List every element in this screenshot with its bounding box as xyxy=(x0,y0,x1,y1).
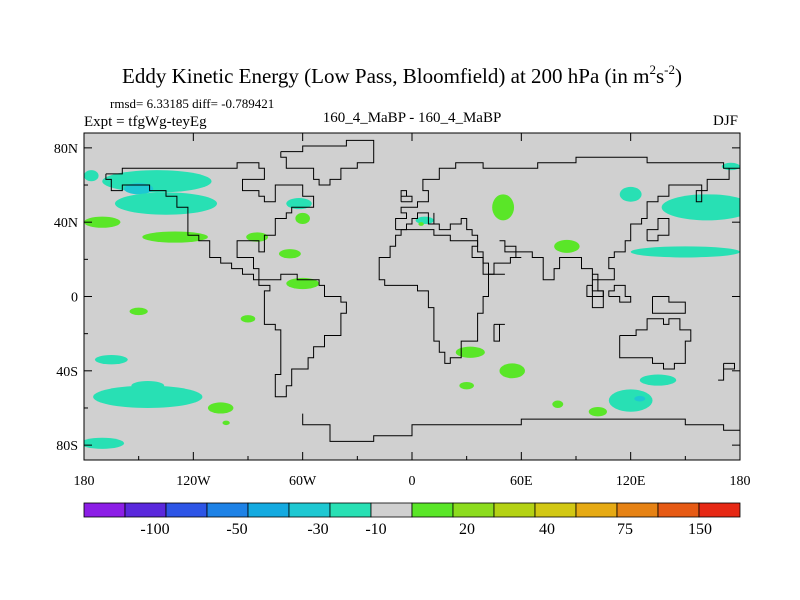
contour-blob xyxy=(455,346,485,358)
colorbar-label: -30 xyxy=(307,521,328,538)
colorbar-swatch xyxy=(165,502,208,518)
colorbar-swatch xyxy=(288,502,331,518)
y-tick-label: 40S xyxy=(56,365,78,380)
stats-line: rmsd= 6.33185 diff= -0.789421 xyxy=(110,96,274,111)
coastline-americas xyxy=(105,162,347,398)
colorbar-label: -10 xyxy=(365,521,386,538)
colorbar-swatch xyxy=(493,502,536,518)
contour-blob xyxy=(630,246,740,258)
contour-blob xyxy=(608,389,653,412)
colorbar-swatch xyxy=(534,502,577,518)
coastline-africa xyxy=(378,229,505,364)
coastline-antarctica xyxy=(302,413,740,442)
contour-blob xyxy=(661,194,740,221)
coastline-madagascar xyxy=(493,323,505,342)
coastline-nz xyxy=(718,362,735,381)
coastline-borneo xyxy=(608,284,632,303)
y-tick-label: 40N xyxy=(54,216,78,231)
coastline-japan xyxy=(646,218,670,242)
contour-blob xyxy=(492,194,515,221)
contour-blob xyxy=(639,374,677,386)
contour-blob xyxy=(246,232,269,242)
y-tick-label: 0 xyxy=(71,291,78,306)
contour-blob xyxy=(459,381,474,390)
contour-blob xyxy=(415,216,434,225)
colorbar-swatch xyxy=(83,502,126,518)
y-axis: 80N 40N 0 40S 80S xyxy=(54,142,740,454)
x-tick-label: 180 xyxy=(730,474,751,489)
x-tick-label: 120E xyxy=(616,474,646,489)
coastline-eurasia xyxy=(395,156,740,297)
colorbar-label: -50 xyxy=(226,521,247,538)
chart-title: Eddy Kinetic Energy (Low Pass, Bloomfiel… xyxy=(122,62,682,88)
colorbar-label: 20 xyxy=(459,521,475,538)
season-label: DJF xyxy=(713,113,738,129)
colorbar-swatch xyxy=(411,502,454,518)
contour-blob xyxy=(84,437,125,449)
colorbar-swatch xyxy=(616,502,659,518)
x-tick-label: 120W xyxy=(176,474,211,489)
contour-fill-layer xyxy=(84,162,740,449)
x-axis: 180 120W 60W 0 60E 120E 180 xyxy=(74,133,751,489)
colorbar-swatch xyxy=(124,502,167,518)
contour-blob xyxy=(124,183,154,195)
center-label: 160_4_MaBP - 160_4_MaBP xyxy=(323,110,502,126)
contour-blob xyxy=(286,277,320,290)
x-tick-label: 60E xyxy=(510,474,533,489)
colorbar-swatch xyxy=(206,502,249,518)
expt-line: Expt = tfgWg-teyEg xyxy=(84,114,207,130)
colorbar-label: 150 xyxy=(688,521,712,538)
contour-blob xyxy=(619,186,642,202)
y-tick-label: 80N xyxy=(54,142,78,157)
contour-blob xyxy=(286,198,312,210)
colorbar-labels: -100 -50 -30 -10 20 40 75 150 xyxy=(140,521,712,538)
contour-blob xyxy=(114,192,218,215)
contour-blob xyxy=(129,307,148,316)
contour-blob xyxy=(552,400,564,408)
contour-blob xyxy=(554,239,580,253)
contour-blob xyxy=(295,212,310,225)
contour-blob xyxy=(240,315,256,323)
coastline-layer xyxy=(105,139,740,442)
colorbar-swatch xyxy=(452,502,495,518)
coastline-australia xyxy=(619,318,692,370)
colorbar-swatch xyxy=(247,502,290,518)
contour-blob xyxy=(93,385,203,408)
contour-blob xyxy=(418,222,424,226)
contour-blob xyxy=(588,407,607,417)
colorbar-swatch xyxy=(329,502,372,518)
x-tick-label: 0 xyxy=(409,474,416,489)
coastline-sumatra xyxy=(586,284,604,309)
coastline-greenland xyxy=(280,139,375,186)
contour-blob xyxy=(84,170,99,182)
coastline-uk xyxy=(400,190,413,203)
colorbar-swatch xyxy=(698,502,741,518)
contour-blob xyxy=(207,402,234,414)
colorbar-label: -100 xyxy=(140,521,169,538)
y-tick-label: 80S xyxy=(56,439,78,454)
colorbar-swatch xyxy=(370,502,413,518)
contour-blob xyxy=(94,355,128,365)
colorbar-swatch xyxy=(575,502,618,518)
colorbar-label: 75 xyxy=(617,521,633,538)
colorbar xyxy=(83,502,741,518)
contour-blob xyxy=(84,216,121,228)
contour-blob xyxy=(142,231,208,243)
colorbar-label: 40 xyxy=(539,521,555,538)
colorbar-swatch xyxy=(657,502,700,518)
contour-blob xyxy=(499,363,525,379)
x-tick-label: 60W xyxy=(289,474,317,489)
contour-blob xyxy=(278,249,301,259)
coastline-newguinea xyxy=(652,296,686,314)
contour-blob xyxy=(721,162,740,171)
x-tick-label: 180 xyxy=(74,474,95,489)
contour-blob xyxy=(634,395,646,402)
contour-blob xyxy=(222,420,230,426)
